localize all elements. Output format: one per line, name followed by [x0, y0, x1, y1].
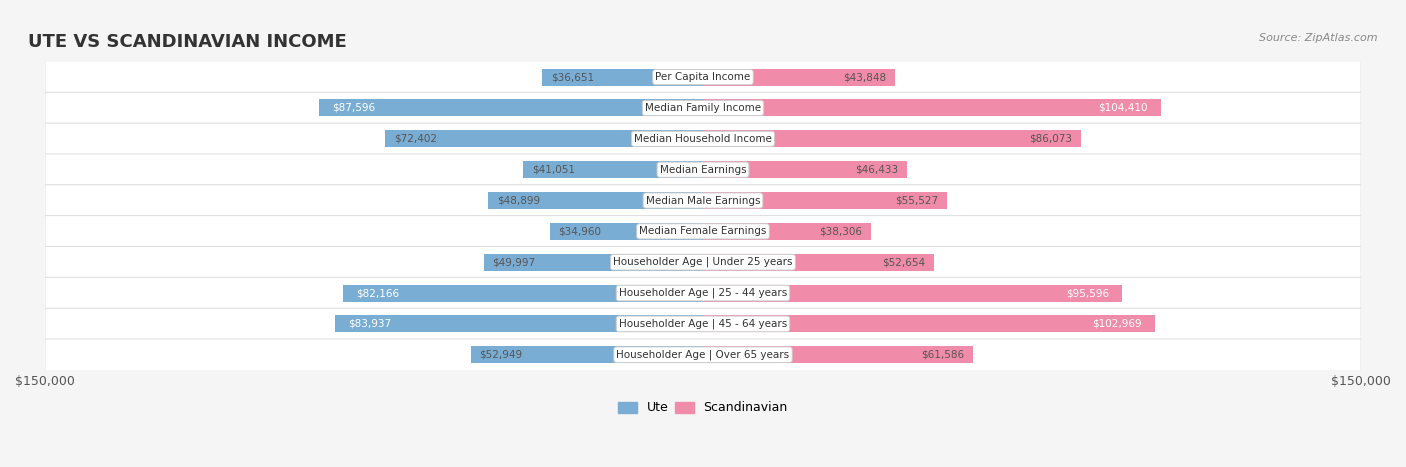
FancyBboxPatch shape — [45, 185, 1361, 216]
Bar — [319, 99, 703, 116]
Text: $104,410: $104,410 — [1098, 103, 1147, 113]
Text: $41,051: $41,051 — [531, 165, 575, 175]
Text: $87,596: $87,596 — [332, 103, 375, 113]
Bar — [703, 161, 907, 178]
Text: $95,596: $95,596 — [1066, 288, 1109, 298]
Text: $52,654: $52,654 — [882, 257, 925, 267]
Text: Householder Age | Over 65 years: Householder Age | Over 65 years — [616, 349, 790, 360]
Bar — [471, 346, 703, 363]
Text: Median Household Income: Median Household Income — [634, 134, 772, 144]
Text: Householder Age | 25 - 44 years: Householder Age | 25 - 44 years — [619, 288, 787, 298]
Text: Householder Age | Under 25 years: Householder Age | Under 25 years — [613, 257, 793, 268]
Text: $49,997: $49,997 — [492, 257, 536, 267]
Bar — [703, 254, 934, 271]
Text: $52,949: $52,949 — [479, 350, 523, 360]
FancyBboxPatch shape — [45, 308, 1361, 340]
Bar — [343, 284, 703, 302]
Text: Median Male Earnings: Median Male Earnings — [645, 196, 761, 205]
Bar — [703, 99, 1161, 116]
FancyBboxPatch shape — [45, 277, 1361, 309]
Text: $83,937: $83,937 — [347, 319, 391, 329]
Bar — [703, 346, 973, 363]
Bar — [703, 284, 1122, 302]
Text: $43,848: $43,848 — [844, 72, 887, 82]
Bar — [703, 315, 1154, 333]
FancyBboxPatch shape — [45, 61, 1361, 93]
Bar — [484, 254, 703, 271]
Text: $55,527: $55,527 — [894, 196, 938, 205]
FancyBboxPatch shape — [45, 339, 1361, 370]
Text: Source: ZipAtlas.com: Source: ZipAtlas.com — [1260, 33, 1378, 42]
FancyBboxPatch shape — [45, 123, 1361, 155]
Bar — [335, 315, 703, 333]
Text: $34,960: $34,960 — [558, 226, 602, 236]
Bar — [550, 223, 703, 240]
Text: $82,166: $82,166 — [356, 288, 399, 298]
Text: $46,433: $46,433 — [855, 165, 898, 175]
Text: Per Capita Income: Per Capita Income — [655, 72, 751, 82]
Bar — [703, 223, 872, 240]
Text: Householder Age | 45 - 64 years: Householder Age | 45 - 64 years — [619, 318, 787, 329]
Bar — [523, 161, 703, 178]
FancyBboxPatch shape — [45, 247, 1361, 278]
Bar — [703, 69, 896, 85]
Legend: Ute, Scandinavian: Ute, Scandinavian — [613, 396, 793, 419]
Text: $102,969: $102,969 — [1092, 319, 1142, 329]
Text: Median Family Income: Median Family Income — [645, 103, 761, 113]
FancyBboxPatch shape — [45, 154, 1361, 185]
Text: $61,586: $61,586 — [921, 350, 965, 360]
Bar — [385, 130, 703, 147]
Bar — [703, 130, 1081, 147]
Text: $48,899: $48,899 — [498, 196, 540, 205]
Text: $38,306: $38,306 — [820, 226, 862, 236]
Text: Median Earnings: Median Earnings — [659, 165, 747, 175]
Text: Median Female Earnings: Median Female Earnings — [640, 226, 766, 236]
Text: UTE VS SCANDINAVIAN INCOME: UTE VS SCANDINAVIAN INCOME — [28, 33, 347, 51]
Bar — [703, 192, 946, 209]
Text: $72,402: $72,402 — [394, 134, 437, 144]
Text: $36,651: $36,651 — [551, 72, 595, 82]
Bar — [488, 192, 703, 209]
FancyBboxPatch shape — [45, 92, 1361, 124]
Bar — [543, 69, 703, 85]
FancyBboxPatch shape — [45, 216, 1361, 247]
Text: $86,073: $86,073 — [1029, 134, 1071, 144]
